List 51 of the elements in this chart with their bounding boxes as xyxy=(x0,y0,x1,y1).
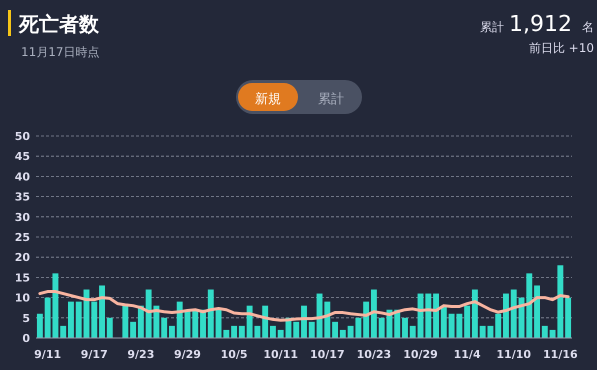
bar xyxy=(534,285,540,338)
x-tick-label: 11/4 xyxy=(454,348,481,361)
text: 累計 xyxy=(318,92,344,107)
x-tick-label: 10/5 xyxy=(220,348,248,361)
text: 前日比 +10 xyxy=(528,41,594,55)
y-tick-label: 20 xyxy=(14,251,30,264)
y-tick-label: 0 xyxy=(22,332,30,345)
x-tick-label: 10/23 xyxy=(356,348,392,361)
x-tick-label: 9/23 xyxy=(127,348,154,361)
x-tick-label: 10/29 xyxy=(403,348,438,361)
chart-subtitle: 11月17日時点 xyxy=(21,45,100,59)
bar xyxy=(487,326,494,338)
y-tick-label: 40 xyxy=(14,170,30,184)
y-tick-label: 50 xyxy=(14,130,30,143)
y-tick-label: 10 xyxy=(14,292,30,305)
bar xyxy=(106,318,113,338)
bar xyxy=(495,314,502,338)
y-tick-label: 35 xyxy=(14,190,30,204)
y-tick-label: 15 xyxy=(14,271,30,284)
x-tick-label: 9/29 xyxy=(174,348,201,361)
bar xyxy=(433,294,440,338)
y-tick-label: 45 xyxy=(14,150,30,164)
bar xyxy=(518,298,524,338)
y-tick-label: 30 xyxy=(14,210,30,224)
chart-title: 死亡者数 xyxy=(18,12,100,36)
x-tick-label: 10/17 xyxy=(310,348,345,361)
y-tick-label: 25 xyxy=(14,231,30,244)
text: 1,912 xyxy=(509,12,572,37)
text: 名 xyxy=(582,20,594,34)
bar xyxy=(168,326,175,338)
bar xyxy=(418,294,424,338)
line-series xyxy=(38,290,570,322)
bar xyxy=(402,318,408,338)
text: 新規 xyxy=(255,92,281,107)
bar xyxy=(184,310,190,338)
bar xyxy=(503,294,509,338)
x-tick-label: 11/16 xyxy=(543,348,578,361)
x-tick-label: 11/10 xyxy=(496,348,532,361)
bar xyxy=(84,290,90,338)
bar xyxy=(301,306,307,338)
x-tick-label: 10/11 xyxy=(263,348,298,361)
bar xyxy=(76,302,82,338)
y-tick-label: 5 xyxy=(22,312,30,325)
bar xyxy=(99,285,105,338)
x-tick-label: 9/17 xyxy=(80,348,108,361)
bar xyxy=(91,302,98,338)
bar xyxy=(68,302,74,338)
bar xyxy=(216,310,222,338)
bar xyxy=(316,294,322,338)
x-tick-label: 9/11 xyxy=(34,348,62,361)
text: 累計 xyxy=(480,20,504,34)
